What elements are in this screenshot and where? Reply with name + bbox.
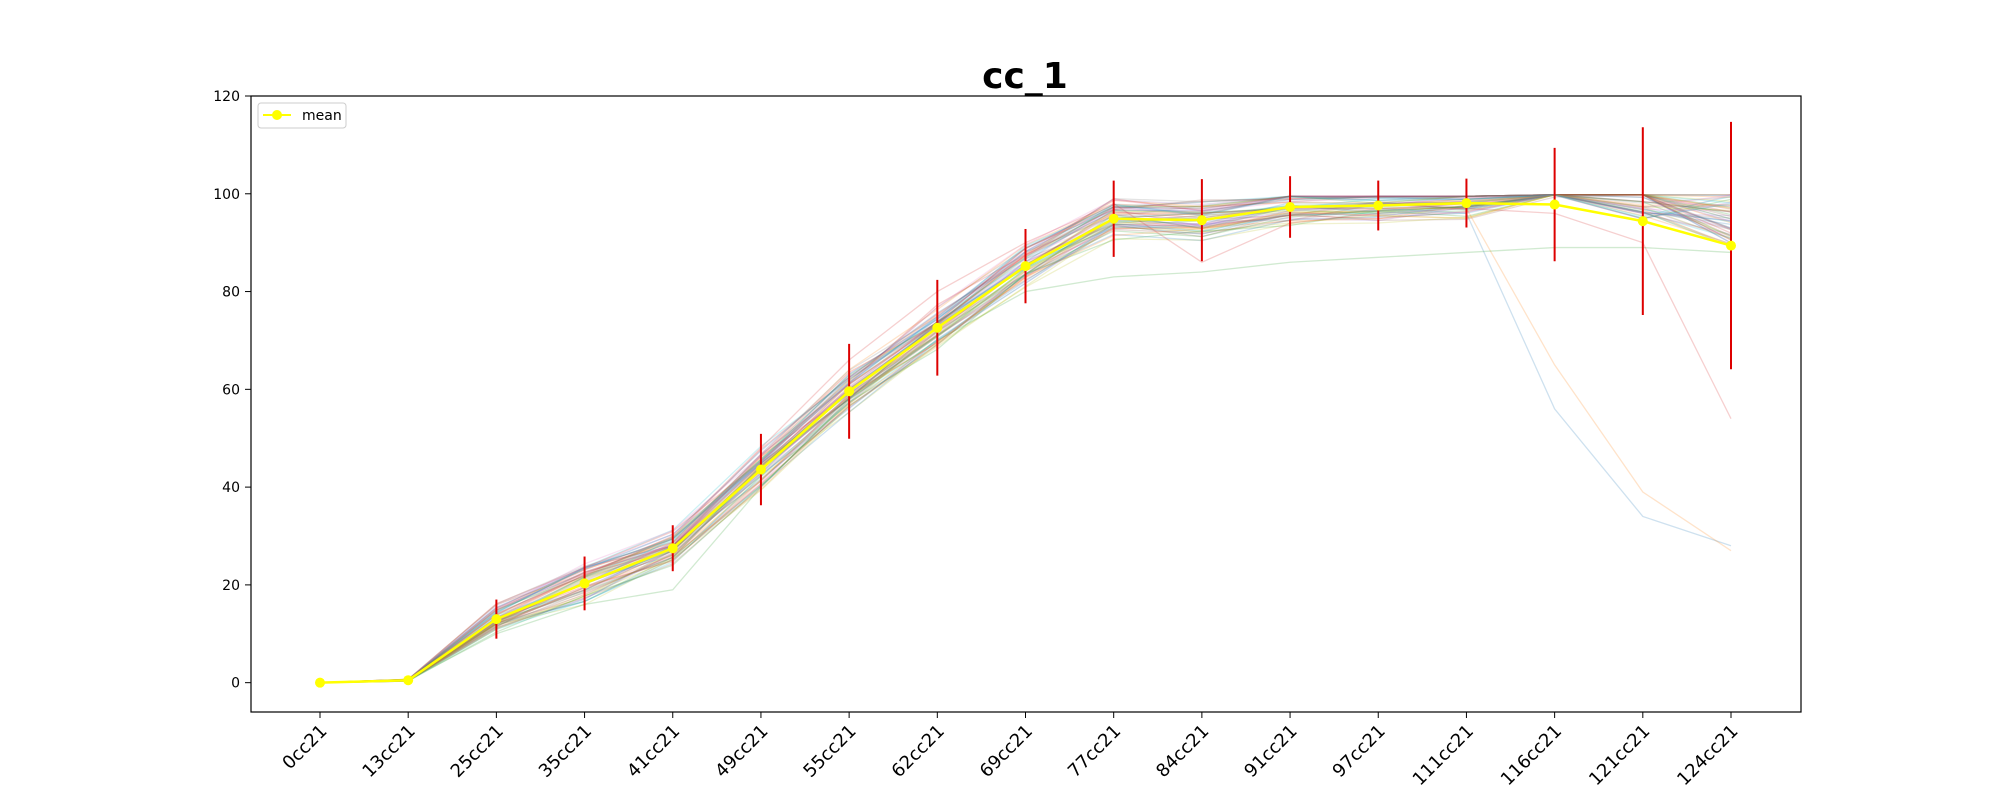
mean-point	[579, 578, 590, 589]
x-tick-label: 97cc21	[1329, 721, 1390, 782]
mean-point	[1373, 200, 1384, 211]
x-tick-label: 35cc21	[535, 721, 596, 782]
mean-point	[1637, 216, 1648, 227]
mean-point	[1108, 213, 1119, 224]
x-tick-label: 62cc21	[888, 721, 949, 782]
mean-point	[1461, 198, 1472, 209]
y-tick-label: 60	[222, 382, 240, 398]
y-tick-label: 20	[222, 578, 240, 594]
mean-point	[1726, 240, 1736, 251]
y-tick-label: 0	[231, 676, 240, 692]
x-tick-label: 111cc21	[1409, 721, 1478, 790]
mean-point	[932, 322, 943, 333]
legend: mean	[257, 102, 347, 129]
mean-point	[1549, 199, 1560, 210]
mean-point	[844, 386, 855, 397]
x-axis: 0cc21 13cc21 25cc21 35cc21 41cc21 49cc21 55cc2…	[278, 712, 1743, 790]
x-tick-label: 121cc21	[1585, 721, 1654, 790]
error-bars	[407, 121, 1732, 682]
mean-point	[491, 614, 502, 625]
x-tick-label: 84cc21	[1152, 721, 1213, 782]
x-tick-label: 77cc21	[1064, 721, 1125, 782]
x-tick-label: 55cc21	[799, 721, 860, 782]
y-tick-label: 120	[213, 89, 240, 105]
x-tick-label: 0cc21	[278, 721, 331, 774]
x-tick-label: 13cc21	[358, 721, 419, 782]
legend-label-mean: mean	[302, 108, 342, 124]
y-axis: 0 20 40 60 80 100 120	[213, 89, 251, 692]
y-tick-label: 100	[213, 187, 240, 203]
mean-point	[1285, 201, 1296, 212]
legend-box	[257, 102, 347, 129]
mean-point	[1020, 261, 1031, 272]
mean-series	[315, 198, 1736, 688]
mean-point	[315, 677, 325, 688]
mean-point	[755, 464, 766, 475]
x-tick-label: 25cc21	[447, 721, 508, 782]
y-tick-label: 40	[222, 480, 240, 496]
x-tick-label: 69cc21	[976, 721, 1037, 782]
chart-title: cc_1	[982, 56, 1068, 97]
x-tick-label: 49cc21	[711, 721, 772, 782]
legend-marker-mean	[272, 110, 282, 120]
mean-point	[667, 543, 678, 554]
x-tick-label: 116cc21	[1497, 721, 1566, 790]
y-tick-label: 80	[222, 285, 240, 301]
x-tick-label: 124cc21	[1673, 721, 1742, 790]
x-tick-label: 41cc21	[623, 721, 684, 782]
mean-point	[1196, 215, 1207, 226]
x-tick-label: 91cc21	[1240, 721, 1301, 782]
mean-point	[403, 675, 414, 686]
